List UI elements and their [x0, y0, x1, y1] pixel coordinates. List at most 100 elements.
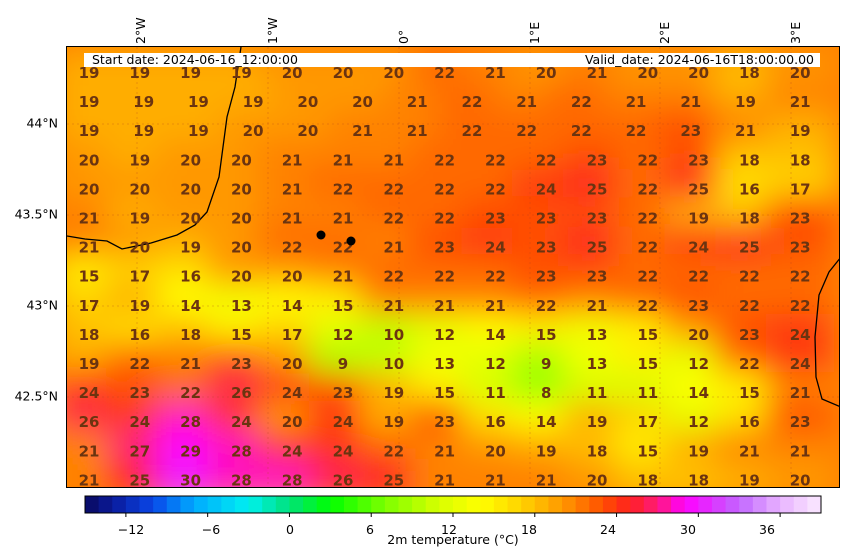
- temperature-label: 24: [790, 355, 811, 373]
- temperature-label: 9: [338, 355, 348, 373]
- temperature-label: 13: [231, 297, 252, 315]
- colorbar-bin: [711, 496, 727, 513]
- temperature-label: 24: [129, 413, 150, 431]
- temperature-label: 11: [637, 384, 658, 402]
- temperature-label: 22: [688, 268, 709, 286]
- temperature-label: 17: [282, 326, 303, 344]
- temperature-label: 26: [79, 413, 100, 431]
- temperature-label: 16: [739, 180, 760, 198]
- temperature-label: 19: [536, 442, 557, 460]
- temperature-label: 20: [282, 64, 303, 82]
- temperature-label: 9: [541, 355, 551, 373]
- temperature-label: 22: [637, 239, 658, 257]
- colorbar-bin: [439, 496, 454, 513]
- temperature-label: 19: [735, 93, 756, 111]
- temperature-label: 18: [739, 210, 760, 228]
- temperature-label: 22: [383, 268, 404, 286]
- temperature-label: 22: [516, 122, 537, 140]
- temperature-label: 10: [383, 355, 404, 373]
- colorbar-bin: [657, 496, 672, 513]
- temperature-label: 22: [790, 268, 811, 286]
- temperature-label: 22: [434, 268, 455, 286]
- colorbar-bin: [194, 496, 209, 513]
- temperature-label: 21: [352, 122, 373, 140]
- temperature-label: 23: [129, 384, 150, 402]
- temperature-label: 19: [243, 93, 264, 111]
- temperature-label: 23: [790, 210, 811, 228]
- temperature-label: 21: [282, 151, 303, 169]
- city-marker[interactable]: [346, 236, 356, 246]
- temperature-map[interactable]: 19 19 19 19 20 20 20 22 21 20 21 20 20 18 20 19 19 19 19 20…: [66, 46, 840, 488]
- colorbar-bin: [343, 496, 359, 513]
- temperature-label: 25: [587, 180, 608, 198]
- colorbar-bin: [534, 496, 549, 513]
- temperature-label: 21: [739, 442, 760, 460]
- colorbar-bin: [752, 496, 767, 513]
- colorbar-bin: [507, 496, 522, 513]
- city-marker[interactable]: [316, 230, 326, 240]
- temperature-label: 17: [790, 180, 811, 198]
- temperature-label: 27: [129, 442, 150, 460]
- colorbar-bin: [425, 496, 440, 513]
- temperature-label: 19: [129, 297, 150, 315]
- temperature-label: 19: [129, 151, 150, 169]
- lon-label: 1°E: [527, 21, 542, 44]
- temperature-label: 12: [485, 355, 506, 373]
- temperature-label: 15: [231, 326, 252, 344]
- temperature-label: 23: [790, 413, 811, 431]
- temperature-label: 17: [129, 268, 150, 286]
- colorbar-bin: [725, 496, 740, 513]
- colorbar-bin: [493, 496, 509, 513]
- temperature-label: 21: [79, 442, 100, 460]
- temperature-label: 20: [243, 122, 264, 140]
- colorbar-tick-label: 12: [441, 522, 457, 537]
- colorbar-bin: [166, 496, 181, 513]
- temperature-label: 15: [637, 442, 658, 460]
- colorbar-bin: [289, 496, 304, 513]
- temperature-label: 20: [282, 268, 303, 286]
- temperature-label: 19: [188, 93, 209, 111]
- temperature-label: 23: [688, 151, 709, 169]
- temperature-label: 19: [180, 239, 201, 257]
- temperature-label: 22: [383, 210, 404, 228]
- temperature-label: 20: [688, 326, 709, 344]
- temperature-label: 30: [180, 471, 201, 488]
- temperature-label: 23: [434, 413, 455, 431]
- colorbar-bin: [562, 496, 577, 513]
- temperature-label: 21: [790, 442, 811, 460]
- lon-label: 0°: [396, 29, 411, 44]
- temperature-label: 22: [571, 93, 592, 111]
- temperature-label: 25: [688, 180, 709, 198]
- temperature-label: 20: [790, 64, 811, 82]
- temperature-label: 25: [739, 239, 760, 257]
- temperature-label: 16: [180, 268, 201, 286]
- temperature-label: 19: [79, 93, 100, 111]
- temperature-label: 19: [231, 64, 252, 82]
- temperature-label: 16: [129, 326, 150, 344]
- temperature-label: 21: [587, 64, 608, 82]
- temperature-label: 28: [180, 413, 201, 431]
- colorbar-bin: [316, 496, 331, 513]
- temperature-label: 15: [739, 384, 760, 402]
- lat-label: 43°N: [26, 297, 58, 313]
- lon-label: 3°E: [788, 21, 803, 44]
- temperature-label: 20: [587, 471, 608, 488]
- colorbar-tick-label: 36: [759, 522, 775, 537]
- temperature-label: 21: [434, 442, 455, 460]
- colorbar-title: 2m temperature (°C): [387, 532, 519, 547]
- temperature-label: 19: [739, 471, 760, 488]
- temperature-label: 21: [516, 93, 537, 111]
- temperature-label: 19: [688, 442, 709, 460]
- temperature-label: 24: [282, 384, 303, 402]
- temperature-label: 12: [434, 326, 455, 344]
- coastline-mediterranean: [814, 258, 839, 407]
- temperature-cell: [766, 459, 835, 487]
- colorbar: [84, 495, 822, 517]
- colorbar-bin: [234, 496, 250, 513]
- colorbar-tick-label: −12: [117, 522, 145, 537]
- temperature-label: 24: [333, 413, 354, 431]
- colorbar-bin: [412, 496, 427, 513]
- temperature-label: 20: [231, 239, 252, 257]
- temperature-label: 23: [587, 151, 608, 169]
- temperature-label: 21: [79, 471, 100, 488]
